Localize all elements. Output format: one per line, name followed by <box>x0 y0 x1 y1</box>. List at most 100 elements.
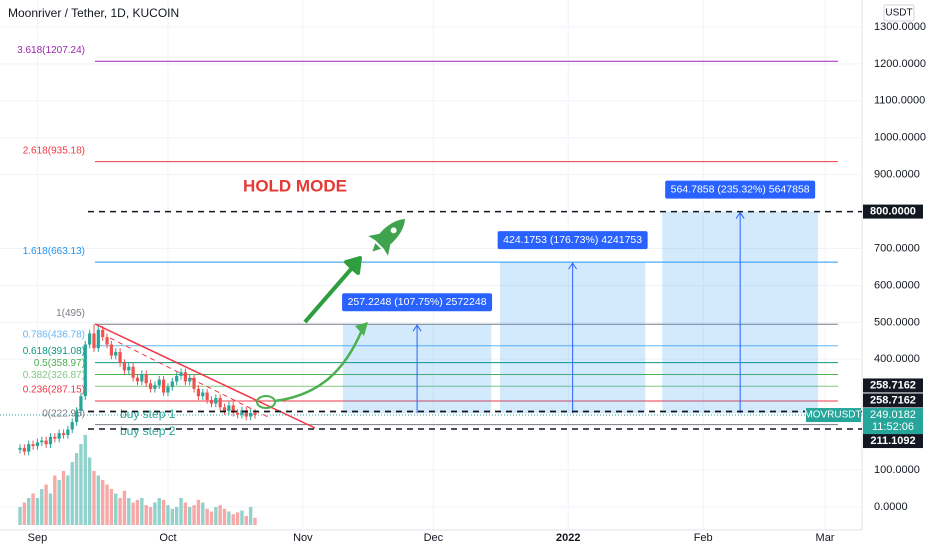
candle-body <box>214 398 218 404</box>
candle-body <box>83 344 87 397</box>
target-label-box <box>497 231 648 250</box>
candle-body <box>105 337 109 345</box>
volume-bar <box>231 514 235 525</box>
y-tick-label: 700.0000 <box>874 242 920 254</box>
volume-bar <box>40 489 44 525</box>
candle-body <box>188 377 192 382</box>
currency: USDT <box>885 8 912 19</box>
candle-body <box>253 412 257 416</box>
volume-bar <box>166 505 170 525</box>
x-tick-label: Feb <box>694 532 713 544</box>
trendline-dashed <box>109 337 271 419</box>
highlight-circle <box>256 395 276 409</box>
x-tick-label: Nov <box>293 532 313 544</box>
volume-bar <box>61 471 66 525</box>
candle-body <box>31 444 35 447</box>
marks <box>0 0 862 530</box>
y-tick-label: 0.0000 <box>874 501 908 513</box>
y-tick-label: 600.0000 <box>874 279 920 291</box>
arrow-head <box>355 322 368 336</box>
candle-body <box>235 412 240 415</box>
candle-body <box>88 333 92 345</box>
volume-bar <box>192 505 196 525</box>
level-label-box <box>863 393 923 408</box>
fib-label: 1(495) <box>56 308 85 319</box>
x-tick-label: Oct <box>159 532 176 544</box>
volume-bar <box>222 508 227 525</box>
target-label-box <box>665 180 816 199</box>
candle-body <box>170 381 174 387</box>
target-label: 564.7858 (235.32%) 5647858 <box>671 183 810 195</box>
candle-body <box>209 399 214 404</box>
candle-body <box>18 447 22 450</box>
fib-label: 2.618(935.18) <box>23 145 85 156</box>
y-tick-label: 400.0000 <box>874 353 920 365</box>
volume-bar <box>35 498 40 525</box>
volume-bar <box>22 502 27 525</box>
volume-bar <box>122 490 127 525</box>
candle-body <box>53 436 57 439</box>
volume-bar <box>53 475 57 525</box>
volume-bar <box>48 493 53 525</box>
candle-body <box>196 388 201 397</box>
last-price-box <box>863 408 923 435</box>
candle-body <box>240 410 244 415</box>
volume-bar <box>157 498 161 525</box>
candle-body <box>118 351 122 363</box>
fib-label: 0(222.95) <box>42 408 85 419</box>
candle-body <box>231 405 235 413</box>
candle-body <box>192 377 196 389</box>
volume-bar <box>96 475 101 525</box>
target-label-box <box>342 293 493 312</box>
fib-label: 0.5(358.97) <box>34 358 85 369</box>
volume-bar <box>235 512 240 525</box>
volume-bar <box>44 484 48 525</box>
level-label: 258.7162 <box>870 394 916 406</box>
volume-bar <box>66 475 70 525</box>
candle-body <box>140 374 144 382</box>
candle-body <box>227 405 231 411</box>
volume-bar <box>205 508 209 525</box>
volume-bar <box>131 502 135 525</box>
candle-body <box>131 366 135 378</box>
fib-label: 3.618(1207.24) <box>17 45 85 56</box>
volume-bar <box>87 457 92 525</box>
volume-bar <box>114 493 118 525</box>
candle-body <box>244 410 248 417</box>
volume-bar <box>218 505 222 525</box>
candle-body <box>79 396 83 411</box>
straight-arrow <box>303 256 362 324</box>
candle-body <box>35 442 40 447</box>
fib-label: 0.618(391.08) <box>23 346 85 357</box>
candle-body <box>96 329 100 349</box>
volume-bar <box>153 502 157 525</box>
volume-bar <box>105 484 109 525</box>
candle-body <box>48 436 53 445</box>
volume-bar <box>92 471 96 525</box>
volume-bar <box>18 507 22 525</box>
volume-bar <box>127 498 131 525</box>
countdown: 11:52:06 <box>872 421 914 433</box>
volume-bar <box>179 498 183 525</box>
volume-bar <box>214 507 218 525</box>
volume-bar <box>118 498 122 525</box>
candle-body <box>101 329 105 338</box>
x-tick-label: Mar <box>816 532 835 544</box>
volume-bar <box>79 444 83 525</box>
fib-label: 0.382(326.87) <box>23 370 85 381</box>
buy-step: buy step 1 <box>120 407 176 421</box>
target-arrow-head <box>568 262 578 270</box>
volume-bar <box>31 493 35 525</box>
candle-body <box>114 351 118 356</box>
target-arrow-head <box>412 324 422 332</box>
fib-label: 0.236(287.15) <box>23 385 85 396</box>
currency-box <box>883 4 915 22</box>
fib-label: 0.786(436.78) <box>23 329 85 340</box>
volume-bar <box>188 507 192 525</box>
volume-bar <box>209 511 214 525</box>
volume-bar <box>227 511 231 525</box>
x-tick-label: Sep <box>28 532 48 544</box>
candle-body <box>22 447 26 452</box>
volume-bar <box>244 516 248 525</box>
